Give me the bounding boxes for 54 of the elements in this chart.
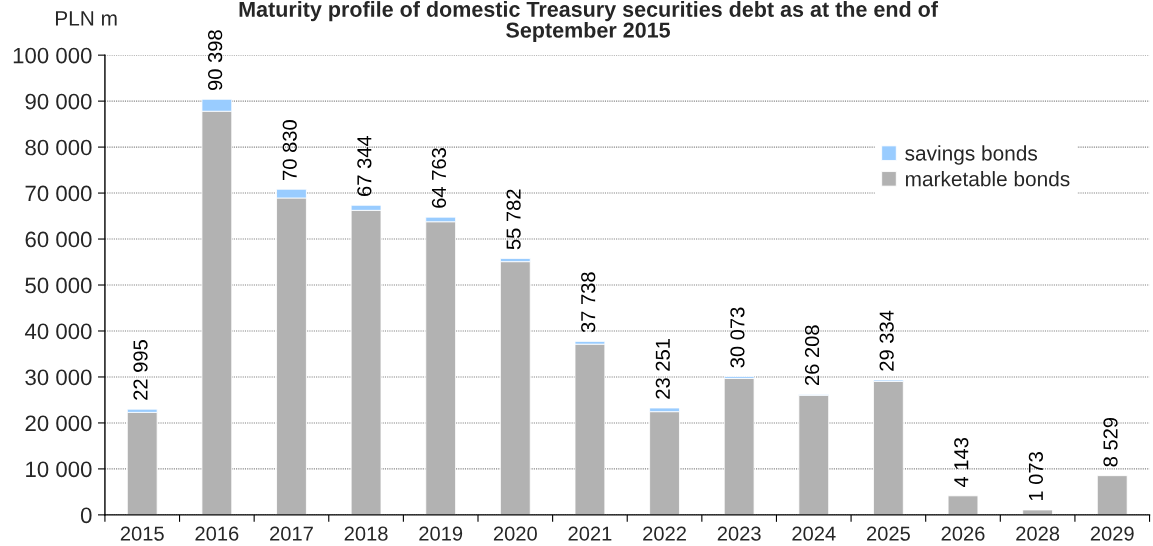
total-label: 1 073: [1028, 452, 1044, 501]
x-tick-label: 2020: [493, 526, 537, 541]
total-label: 22 995: [133, 340, 148, 400]
total-label: 4 143: [954, 437, 969, 488]
y-tick-label: 100 000: [13, 47, 92, 64]
y-tick-label: 80 000: [25, 139, 92, 156]
y-axis-title: PLN m: [55, 11, 117, 26]
total-label: 29 334: [879, 310, 894, 371]
x-tick-label: 2021: [568, 526, 612, 541]
bar: [126, 411, 158, 515]
bar: [947, 495, 979, 515]
y-tick-label: 10 000: [26, 461, 92, 478]
x-tick-label: 2022: [643, 526, 686, 541]
x-tick-label: 2024: [792, 526, 836, 541]
bar: [798, 394, 830, 515]
x-tick-label: 2028: [1016, 526, 1060, 541]
x-tick-label: 2023: [717, 526, 761, 541]
bar: [574, 343, 606, 515]
y-tick-label: 20 000: [25, 415, 92, 432]
x-tick-label: 2016: [195, 526, 239, 541]
x-tick-label: 2017: [270, 526, 313, 541]
total-label: 26 208: [804, 325, 820, 386]
bar: [350, 209, 382, 515]
legend-label: marketable bonds: [905, 171, 1070, 187]
total-label: 37 738: [581, 272, 596, 333]
total-label: 90 398: [207, 30, 223, 91]
x-tick-label: 2019: [419, 526, 463, 541]
bar: [1096, 475, 1128, 515]
total-label: 23 251: [655, 339, 670, 399]
chart-title: Maturity profile of domestic Treasury securities debt as at the end of September 2015: [239, 1, 939, 43]
bar: [723, 378, 755, 515]
total-label: 70 830: [282, 120, 297, 180]
y-tick-label: 90 000: [25, 93, 92, 110]
x-tick-label: 2015: [120, 526, 164, 541]
y-tick-label: 50 000: [25, 277, 92, 294]
y-tick-label: 30 000: [25, 369, 92, 386]
x-tick-label: 2026: [941, 526, 985, 541]
x-tick-label: 2029: [1090, 526, 1134, 541]
x-tick-label: 2025: [867, 526, 910, 541]
total-label: 55 782: [506, 189, 521, 250]
total-label: 64 763: [431, 148, 447, 208]
bar: [499, 261, 531, 515]
y-tick-label: 70 000: [25, 185, 92, 202]
legend-label: savings bonds: [905, 145, 1038, 165]
bar: [1022, 509, 1053, 515]
y-tick-label: 0: [80, 507, 92, 524]
bar: [873, 380, 904, 515]
bar: [649, 411, 680, 515]
total-label: 8 529: [1103, 417, 1118, 467]
total-label: 67 344: [357, 135, 372, 196]
y-tick-label: 60 000: [25, 231, 92, 248]
total-label: 30 073: [730, 307, 745, 368]
y-tick-label: 40 000: [24, 323, 92, 340]
x-tick-label: 2018: [344, 526, 388, 541]
